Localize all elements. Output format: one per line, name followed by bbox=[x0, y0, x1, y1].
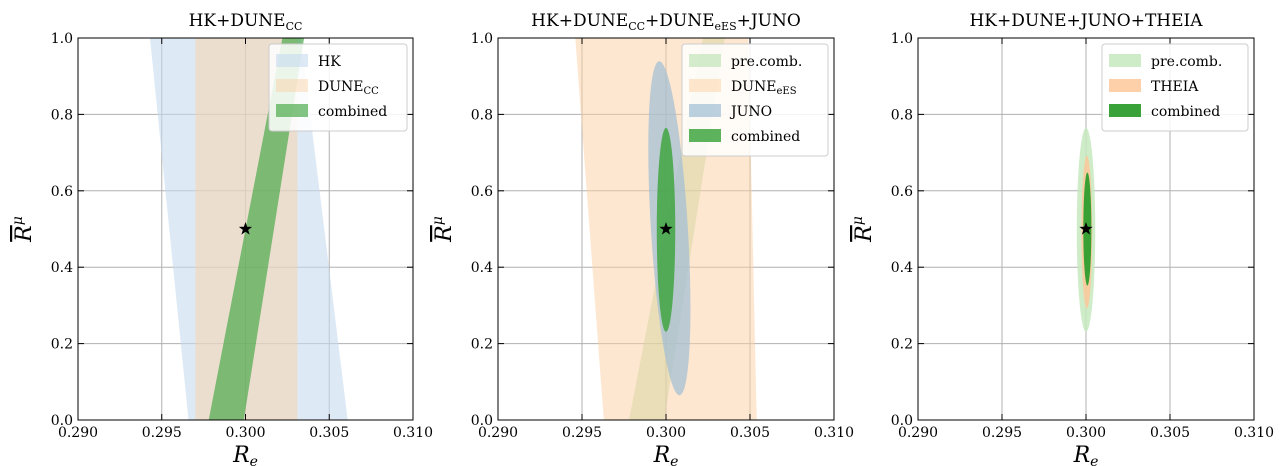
legend: HK DUNECC combined bbox=[268, 43, 408, 132]
y-tick-label: 0.0 bbox=[891, 413, 913, 429]
x-axis-label: Re bbox=[653, 443, 679, 466]
legend-swatch-combined bbox=[689, 129, 721, 142]
legend-swatch-dune bbox=[689, 79, 721, 92]
x-tick-label: 0.310 bbox=[814, 425, 854, 441]
y-tick-label: 0.2 bbox=[891, 337, 913, 353]
legend-label-combined: combined bbox=[1151, 104, 1220, 120]
y-tick-label: 0.4 bbox=[51, 260, 73, 276]
x-tick-label: 0.290 bbox=[478, 425, 518, 441]
chart-title: HK+DUNECC bbox=[189, 11, 303, 33]
legend-label-dune: DUNEeES bbox=[731, 79, 797, 97]
legend-label-theia: THEIA bbox=[1151, 79, 1199, 95]
chart-title: HK+DUNE+JUNO+THEIA bbox=[969, 11, 1203, 31]
y-tick-label: 0.8 bbox=[51, 107, 73, 123]
legend-label-combined: combined bbox=[318, 104, 387, 120]
true-point-marker bbox=[1079, 222, 1093, 235]
legend: pre.comb. THEIA combined bbox=[1101, 43, 1249, 132]
legend-label-pre-comb: pre.comb. bbox=[731, 54, 802, 70]
legend-label-juno: JUNO bbox=[729, 104, 772, 120]
x-tick-label: 0.295 bbox=[562, 425, 602, 441]
legend-swatch-theia bbox=[1109, 79, 1141, 92]
legend-swatch-pre-comb bbox=[689, 54, 721, 67]
y-axis-label: Rμ bbox=[850, 216, 877, 243]
y-tick-label: 0.6 bbox=[891, 184, 913, 200]
legend-label-dune: DUNECC bbox=[318, 79, 379, 97]
x-axis-label: Re bbox=[232, 443, 258, 466]
x-tick-label: 0.305 bbox=[309, 425, 349, 441]
legend: pre.comb. DUNEeES JUNO combined bbox=[681, 43, 829, 157]
chart-title: HK+DUNECC+DUNEeES+JUNO bbox=[531, 11, 801, 33]
y-tick-label: 0.4 bbox=[471, 260, 493, 276]
y-tick-label: 0.2 bbox=[471, 337, 493, 353]
x-tick-label: 0.300 bbox=[1066, 425, 1106, 441]
x-axis-label: Re bbox=[1073, 443, 1099, 466]
x-tick-label: 0.300 bbox=[225, 425, 265, 441]
y-tick-label: 0.0 bbox=[51, 413, 73, 429]
legend-swatch-pre-comb bbox=[1109, 54, 1141, 67]
x-tick-label: 0.300 bbox=[646, 425, 686, 441]
chart-panel-1: 0.290 0.295 0.300 0.305 0.310 0.0 0.2 0.4 0.6 0.8… bbox=[10, 11, 433, 466]
x-tick-label: 0.305 bbox=[1150, 425, 1190, 441]
x-tick-label: 0.290 bbox=[898, 425, 938, 441]
chart-panel-3: 0.290 0.295 0.300 0.305 0.310 0.0 0.2 0.4 0.6 0.8… bbox=[850, 11, 1274, 466]
legend-box bbox=[681, 43, 829, 157]
x-tick-label: 0.290 bbox=[58, 425, 98, 441]
legend-swatch-hk bbox=[276, 54, 308, 67]
legend-label-combined: combined bbox=[731, 129, 800, 145]
x-tick-label: 0.310 bbox=[1234, 425, 1274, 441]
legend-swatch-combined bbox=[276, 104, 308, 117]
y-tick-label: 1.0 bbox=[471, 31, 493, 47]
legend-label-pre-comb: pre.comb. bbox=[1151, 54, 1222, 70]
y-axis-label: Rμ bbox=[430, 216, 457, 243]
chart-panel-2: 0.290 0.295 0.300 0.305 0.310 0.0 0.2 0.4 0.6 0.8… bbox=[430, 11, 854, 466]
y-tick-label: 0.8 bbox=[471, 107, 493, 123]
legend-swatch-combined bbox=[1109, 104, 1141, 117]
x-tick-label: 0.295 bbox=[142, 425, 182, 441]
y-tick-label: 1.0 bbox=[891, 31, 913, 47]
legend-swatch-dune bbox=[276, 79, 308, 92]
y-tick-label: 0.2 bbox=[51, 337, 73, 353]
y-tick-label: 0.8 bbox=[891, 107, 913, 123]
y-tick-label: 0.6 bbox=[471, 184, 493, 200]
x-tick-label: 0.305 bbox=[730, 425, 770, 441]
y-axis-label: Rμ bbox=[10, 216, 37, 243]
y-tick-label: 1.0 bbox=[51, 31, 73, 47]
true-point-marker bbox=[659, 222, 673, 235]
region-combined bbox=[208, 38, 305, 420]
legend-swatch-juno bbox=[689, 104, 721, 117]
x-tick-label: 0.310 bbox=[393, 425, 433, 441]
y-tick-label: 0.4 bbox=[891, 260, 913, 276]
true-point-marker bbox=[238, 222, 253, 235]
y-tick-label: 0.6 bbox=[51, 184, 73, 200]
legend-label-hk: HK bbox=[318, 54, 341, 70]
y-tick-label: 0.0 bbox=[471, 413, 493, 429]
x-tick-label: 0.295 bbox=[982, 425, 1022, 441]
